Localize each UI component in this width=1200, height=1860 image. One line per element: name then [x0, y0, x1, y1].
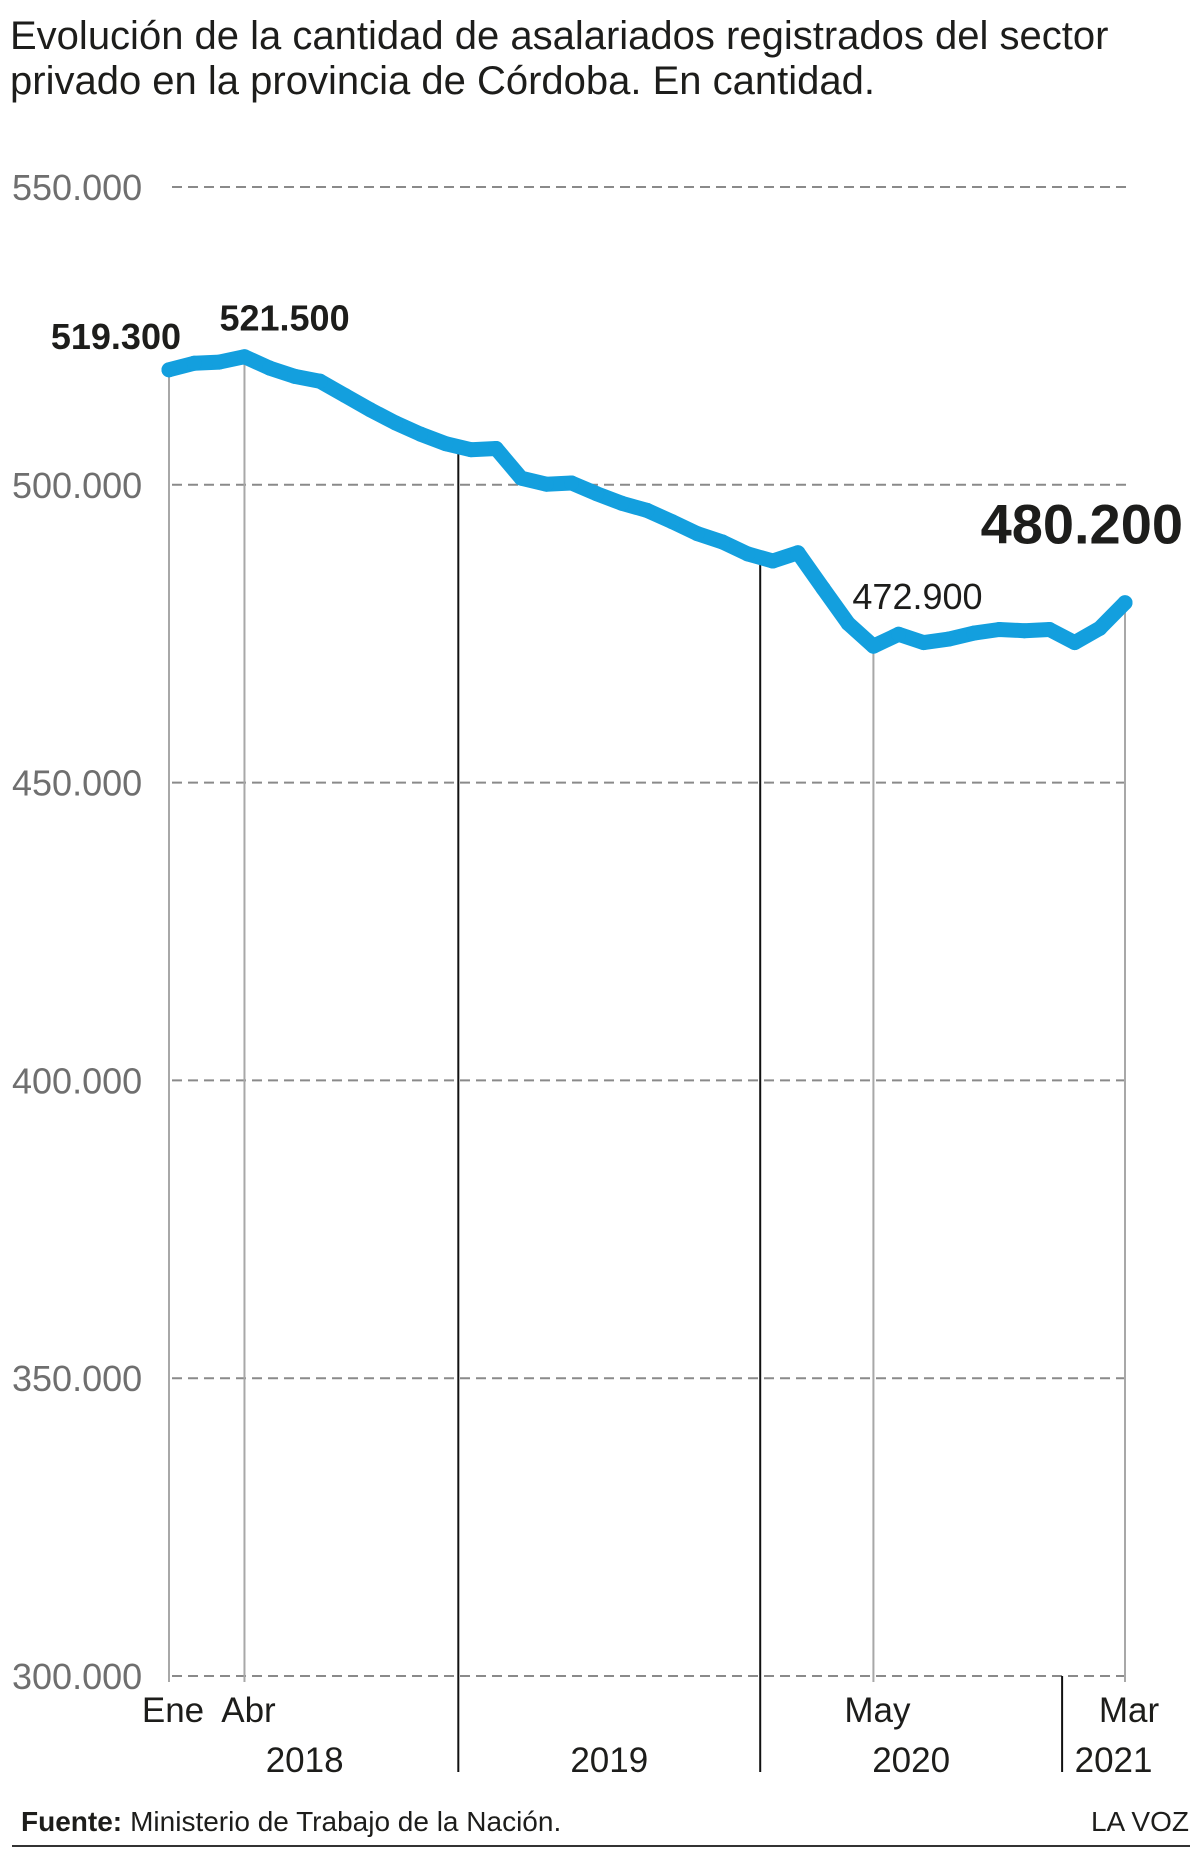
source-credit: Fuente: Ministerio de Trabajo de la Nació… — [21, 1806, 561, 1837]
data-point — [991, 622, 1007, 638]
gridlines — [172, 186, 1127, 1677]
data-point — [840, 616, 856, 632]
y-axis-labels: 550.000 500.000 450.000 400.000 350.000 300.0… — [12, 167, 142, 1697]
data-point — [488, 440, 504, 456]
year-label: 2021 — [1075, 1741, 1153, 1780]
x-tick-label: Ene — [142, 1691, 204, 1730]
data-point — [941, 631, 957, 647]
footer: Fuente: Ministerio de Trabajo de la Nació… — [12, 1806, 1190, 1847]
data-point — [639, 502, 655, 518]
y-tick-label: 300.000 — [12, 1656, 142, 1697]
data-label: 480.200 — [981, 493, 1183, 556]
y-tick-label: 550.000 — [12, 167, 142, 208]
x-tick-label: Abr — [221, 1691, 276, 1730]
year-label: 2019 — [570, 1741, 648, 1780]
data-point — [1016, 623, 1032, 639]
data-point — [262, 360, 278, 376]
data-point — [740, 546, 756, 562]
data-point — [362, 402, 378, 418]
data-point — [1117, 595, 1133, 611]
data-point — [236, 349, 252, 365]
data-point — [287, 368, 303, 384]
data-label: 521.500 — [219, 298, 349, 339]
data-label: 519.300 — [51, 316, 181, 357]
data-point — [891, 626, 907, 642]
year-label: 2020 — [872, 1741, 950, 1780]
data-point — [689, 526, 705, 542]
data-point — [916, 635, 932, 651]
data-point — [966, 625, 982, 641]
brand-logo: LA VOZ — [1091, 1806, 1189, 1837]
data-label: 472.900 — [852, 576, 982, 617]
y-tick-label: 400.000 — [12, 1060, 142, 1101]
data-point — [438, 436, 454, 452]
data-point — [1067, 635, 1083, 651]
data-point — [387, 415, 403, 431]
year-labels: 2018 2019 2020 2021 — [266, 1741, 1153, 1780]
data-point — [664, 514, 680, 530]
x-tick-label: May — [844, 1691, 911, 1730]
data-point — [790, 545, 806, 561]
year-label: 2018 — [266, 1741, 344, 1780]
y-tick-label: 500.000 — [12, 465, 142, 506]
data-point — [765, 553, 781, 569]
data-point — [161, 362, 177, 378]
data-point — [186, 355, 202, 371]
year-separators — [457, 446, 1064, 1772]
data-point — [1042, 622, 1058, 638]
source-label: Fuente: — [21, 1806, 122, 1837]
data-point — [614, 495, 630, 511]
data-point — [1092, 620, 1108, 636]
data-point — [564, 475, 580, 491]
chart-title: Evolución de la cantidad de asalariados … — [10, 14, 1109, 103]
data-point — [211, 354, 227, 370]
data-point — [815, 580, 831, 596]
data-point — [538, 476, 554, 492]
data-point — [463, 442, 479, 458]
data-point — [513, 470, 529, 486]
data-point — [865, 638, 881, 654]
x-guide-lines — [168, 356, 1126, 1682]
y-tick-label: 450.000 — [12, 763, 142, 804]
data-point — [413, 426, 429, 442]
data-point — [337, 387, 353, 403]
source-text: Ministerio de Trabajo de la Nación. — [130, 1806, 561, 1837]
y-tick-label: 350.000 — [12, 1358, 142, 1399]
x-axis-labels: Ene Abr May Mar — [142, 1691, 1160, 1730]
data-point — [312, 373, 328, 389]
data-points — [161, 349, 1133, 654]
data-labels: 519.300 521.500 472.900 480.200 — [51, 298, 1183, 617]
data-point — [714, 534, 730, 550]
x-tick-label: Mar — [1099, 1691, 1160, 1730]
data-point — [589, 486, 605, 502]
